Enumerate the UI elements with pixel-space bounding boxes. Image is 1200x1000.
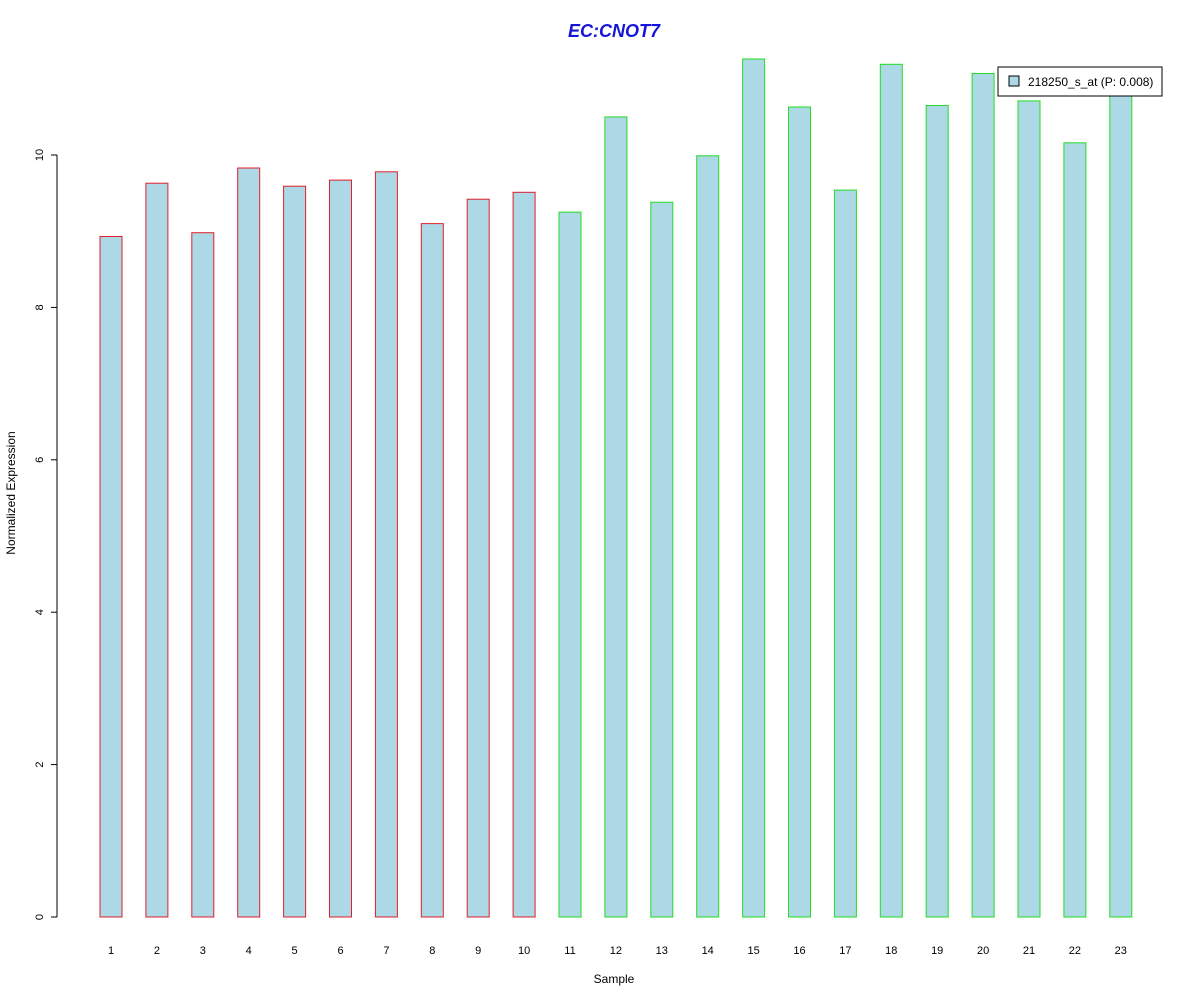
x-tick-label: 22 [1069,945,1081,957]
bar-sample-23 [1109,93,1133,918]
x-tick-label: 9 [475,945,481,957]
bar-sample-1 [99,236,123,918]
x-tick-label: 2 [154,945,160,957]
legend-box [997,66,1163,97]
legend: 218250_s_at (P: 0.008) [997,66,1163,97]
bar-sample-16 [788,106,811,918]
x-tick-label: 23 [1115,945,1127,957]
x-tick-label: 1 [108,945,114,957]
y-tick-label: 8 [34,304,46,310]
bar-sample-9 [466,198,490,918]
bar-sample-8 [420,223,444,918]
x-tick-label: 13 [656,945,668,957]
x-axis-label: Sample [594,972,635,986]
y-tick-label: 0 [34,914,46,920]
y-tick-label: 10 [34,149,46,161]
bar-sample-18 [879,63,903,918]
legend-label: 218250_s_at (P: 0.008) [1028,75,1153,89]
x-tick-label: 17 [839,945,851,957]
bars-group [99,58,1133,918]
bar-sample-14 [696,155,720,918]
bar-sample-4 [237,167,261,918]
x-tick-label: 20 [977,945,989,957]
x-tick-label: 3 [200,945,206,957]
x-tick-label: 21 [1023,945,1035,957]
x-tick-label: 14 [702,945,714,957]
x-tick-labels: 1 2 3 4 5 6 7 8 9 10 11 12 13 14 15 16 17 18 19 20 21 22 23 [108,945,1127,957]
bar-sample-20 [971,73,995,918]
bar-sample-3 [191,232,215,918]
x-tick-label: 5 [292,945,298,957]
x-tick-label: 15 [747,945,759,957]
x-tick-label: 10 [518,945,530,957]
x-tick-label: 11 [564,945,575,957]
y-axis-label: Normalized Expression [4,431,18,554]
bar-sample-13 [650,201,674,918]
y-tick-label: 2 [34,762,46,768]
bar-sample-19 [925,105,949,918]
bar-sample-11 [558,211,582,918]
bar-sample-6 [329,179,352,918]
x-tick-label: 12 [610,945,622,957]
bar-sample-2 [145,182,169,918]
x-tick-label: 19 [931,945,943,957]
bar-sample-10 [512,191,536,918]
bar-sample-17 [833,189,857,918]
bar-sample-15 [742,58,766,918]
y-tick-label: 4 [34,609,46,615]
x-tick-label: 4 [246,945,252,957]
x-tick-label: 16 [793,945,805,957]
bar-sample-12 [604,116,628,918]
x-tick-label: 8 [429,945,435,957]
chart-title: EC:CNOT7 [568,21,661,41]
bar-sample-22 [1063,142,1087,918]
bar-sample-21 [1017,100,1041,918]
y-axis: 0 2 4 6 8 10 [34,149,58,920]
x-tick-label: 6 [337,945,343,957]
bar-sample-7 [374,171,398,918]
x-tick-label: 18 [885,945,897,957]
bar-sample-5 [283,185,307,918]
x-tick-label: 7 [383,945,389,957]
legend-swatch [1008,75,1020,87]
y-tick-label: 6 [34,457,46,463]
